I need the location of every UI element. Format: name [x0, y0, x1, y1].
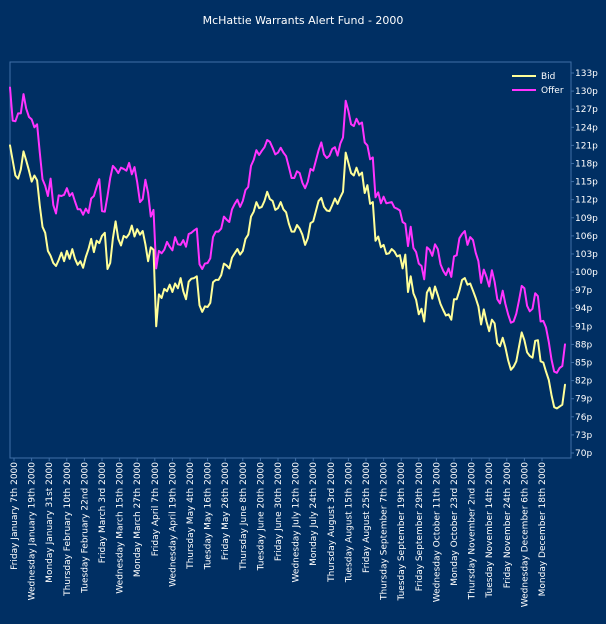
- x-tick-label: Tuesday June 20th 2000: [256, 462, 266, 572]
- x-tick-label: Thursday November 2nd 2000: [468, 462, 478, 601]
- x-tick-label: Monday December 18th 2000: [538, 462, 548, 597]
- x-tick-label: Friday September 29th 2000: [415, 462, 425, 591]
- legend: Bid Offer: [512, 72, 564, 96]
- y-tick-label: 118p: [575, 159, 598, 169]
- legend-label-offer: Offer: [541, 86, 564, 96]
- x-tick-label: Friday August 25th 2000: [362, 462, 372, 573]
- y-tick-label: 121p: [575, 141, 598, 151]
- y-axis: 133p 130p 127p 124p 121p 118p 115p 112p 109p 106p…: [571, 69, 598, 459]
- y-tick-label: 73p: [575, 431, 592, 441]
- series-line-bid: [9, 144, 566, 410]
- x-tick-label: Thursday May 4th 2000: [186, 462, 196, 570]
- x-tick-label: Monday January 31st 2000: [45, 462, 55, 583]
- x-tick-label: Friday June 30th 2000: [274, 462, 284, 561]
- x-tick-label: Friday March 3rd 2000: [98, 462, 108, 563]
- x-tick-label: Friday May 26th 2000: [221, 462, 231, 560]
- x-axis: Friday January 7th 2000 Wednesday January…: [10, 458, 548, 607]
- x-tick-label: Wednesday December 6th 2000: [520, 462, 530, 607]
- x-tick-label: Tuesday November 14th 2000: [485, 462, 495, 599]
- x-tick-label: Thursday September 7th 2000: [380, 462, 390, 601]
- y-tick-label: 109p: [575, 214, 598, 224]
- y-tick-label: 91p: [575, 322, 592, 332]
- y-tick-label: 124p: [575, 123, 598, 133]
- y-tick-label: 103p: [575, 250, 598, 260]
- x-tick-label: Monday March 27th 2000: [133, 462, 143, 577]
- y-tick-label: 133p: [575, 69, 598, 79]
- plot-area: [9, 61, 572, 459]
- x-tick-label: Friday April 7th 2000: [151, 462, 161, 557]
- x-tick-label: Tuesday September 19th 2000: [397, 462, 407, 602]
- x-tick-label: Monday October 23rd 2000: [450, 462, 460, 586]
- x-tick-label: Thursday June 8th 2000: [239, 462, 249, 571]
- y-tick-label: 88p: [575, 340, 592, 350]
- y-tick-label: 97p: [575, 286, 592, 296]
- y-tick-label: 85p: [575, 359, 592, 369]
- y-tick-label: 130p: [575, 87, 598, 97]
- y-tick-label: 112p: [575, 196, 598, 206]
- x-tick-label: Wednesday October 11th 2000: [432, 462, 442, 603]
- y-tick-label: 106p: [575, 232, 598, 242]
- x-tick-label: Wednesday March 15th 2000: [116, 462, 126, 594]
- y-tick-label: 79p: [575, 395, 592, 405]
- y-tick-label: 76p: [575, 413, 592, 423]
- x-tick-label: Tuesday August 15th 2000: [344, 462, 354, 584]
- y-tick-label: 70p: [575, 449, 592, 459]
- x-tick-label: Friday November 24th 2000: [503, 462, 513, 589]
- series-layer: [9, 86, 566, 410]
- x-tick-label: Thursday August 3rd 2000: [327, 462, 337, 583]
- x-tick-label: Tuesday February 22nd 2000: [80, 462, 90, 594]
- x-tick-label: Wednesday July 12th 2000: [292, 462, 302, 583]
- x-tick-label: Friday January 7th 2000: [10, 462, 20, 570]
- chart-title: McHattie Warrants Alert Fund - 2000: [203, 14, 404, 27]
- x-tick-label: Wednesday January 19th 2000: [28, 462, 38, 601]
- y-tick-label: 127p: [575, 105, 598, 115]
- x-tick-label: Thursday February 10th 2000: [63, 462, 73, 597]
- y-tick-label: 94p: [575, 304, 592, 314]
- x-tick-label: Monday July 24th 2000: [309, 462, 319, 566]
- series-line-offer: [9, 86, 566, 374]
- x-tick-label: Wednesday April 19th 2000: [168, 462, 178, 587]
- x-tick-label: Tuesday May 16th 2000: [204, 462, 214, 571]
- y-tick-label: 82p: [575, 377, 592, 387]
- y-tick-label: 100p: [575, 268, 598, 278]
- legend-label-bid: Bid: [541, 72, 555, 82]
- y-tick-label: 115p: [575, 178, 598, 188]
